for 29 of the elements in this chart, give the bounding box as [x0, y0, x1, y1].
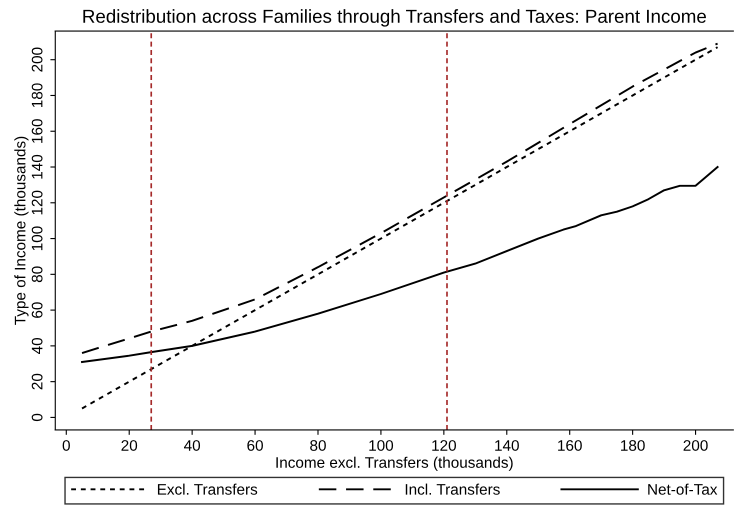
y-tick-label: 40 — [32, 338, 43, 354]
x-axis-title: Income excl. Transfers (thousands) — [276, 456, 513, 471]
x-tick-label: 40 — [184, 440, 200, 451]
x-tick-label: 160 — [558, 440, 582, 451]
legend-label: Incl. Transfers — [406, 484, 500, 495]
y-tick-label: 180 — [32, 83, 43, 108]
legend-label: Net-of-Tax — [648, 484, 718, 495]
legend-label: Excl. Transfers — [158, 484, 258, 495]
y-tick-label: 0 — [32, 414, 43, 422]
x-tick-label: 60 — [247, 440, 263, 451]
y-tick-label: 160 — [32, 119, 43, 143]
y-tick-label: 20 — [32, 374, 43, 390]
x-tick-label: 0 — [62, 440, 70, 451]
y-tick-label: 140 — [32, 154, 43, 179]
line-series — [81, 46, 719, 410]
y-tick-label: 200 — [32, 48, 43, 72]
y-tick-label: 60 — [32, 302, 43, 318]
y-tick-label: 120 — [32, 190, 43, 214]
x-tick-label: 120 — [432, 440, 456, 451]
x-tick-label: 80 — [310, 440, 326, 451]
y-tick-label: 100 — [32, 226, 43, 250]
y-tick-label: 80 — [32, 266, 43, 282]
x-tick-label: 140 — [495, 440, 519, 451]
x-tick-label: 200 — [684, 440, 708, 451]
chart-title: Redistribution across Families through Transfers and Taxes: Parent Income — [83, 9, 706, 27]
x-tick-label: 100 — [369, 440, 394, 451]
y-axis-title: Type of Income (thousands) — [14, 136, 29, 325]
x-tick-label: 180 — [621, 440, 645, 451]
x-tick-label: 20 — [121, 440, 138, 451]
